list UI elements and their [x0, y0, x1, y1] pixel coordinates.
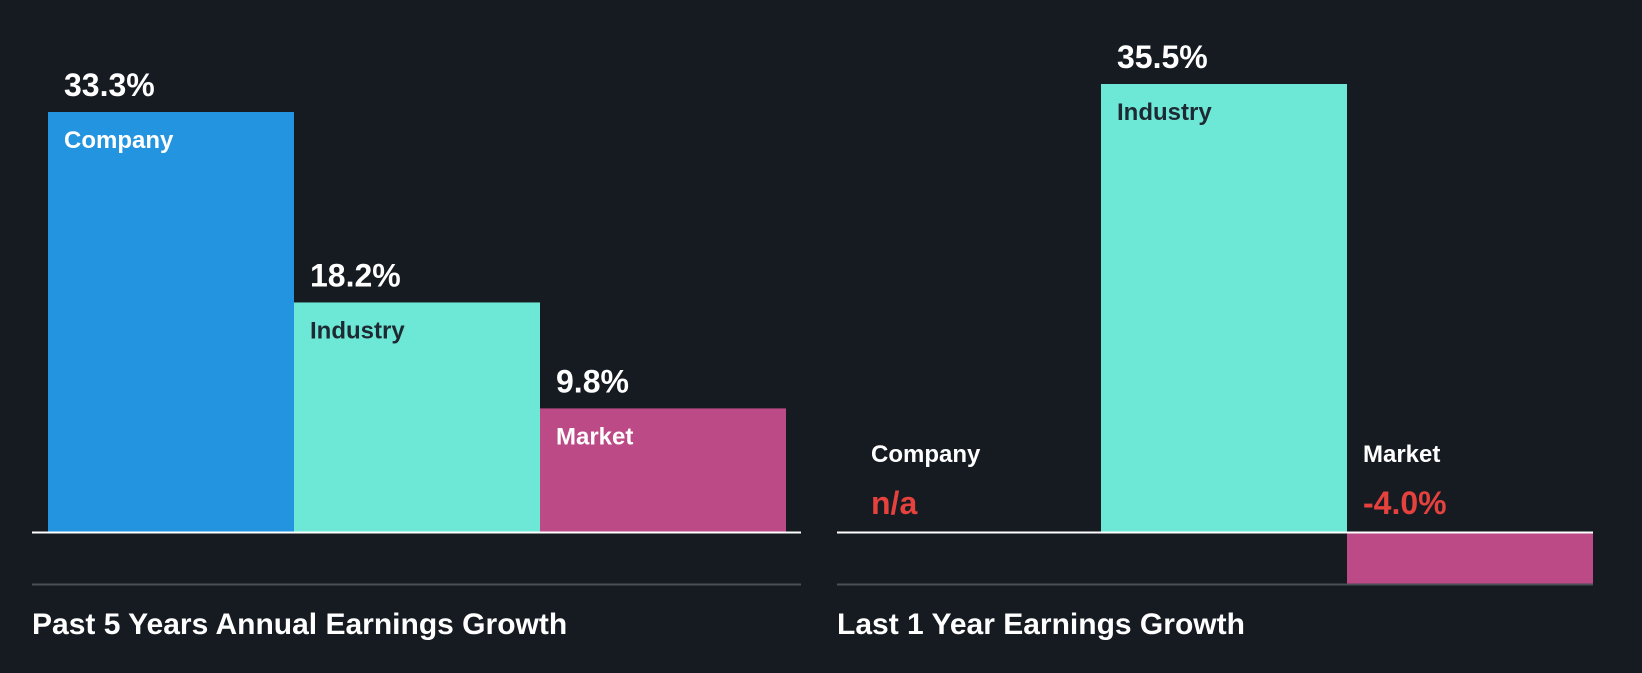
- category-label: Company: [64, 127, 174, 154]
- past-5-years-panel: 33.3% Company 18.2% Industry 9.8% Market: [32, 67, 801, 534]
- bar-market: [540, 408, 786, 532]
- category-label: Market: [1363, 441, 1440, 468]
- value-label: -4.0%: [1363, 485, 1447, 521]
- last-1-year-panel: Company n/a 35.5% Industry Market -4.0%: [837, 39, 1593, 584]
- chart-title: Last 1 Year Earnings Growth: [837, 608, 1245, 641]
- bar-industry: [1101, 84, 1347, 532]
- value-label: 33.3%: [64, 67, 155, 103]
- chart-title: Past 5 Years Annual Earnings Growth: [32, 608, 567, 641]
- value-label: n/a: [871, 485, 917, 521]
- category-label: Industry: [1117, 99, 1212, 126]
- value-label: 9.8%: [556, 363, 629, 399]
- category-label: Company: [871, 441, 981, 468]
- bar-industry: [294, 302, 540, 532]
- category-label: Industry: [310, 317, 405, 344]
- value-label: 18.2%: [310, 257, 401, 293]
- bar-market: [1347, 532, 1593, 584]
- value-label: 35.5%: [1117, 39, 1208, 75]
- category-label: Market: [556, 423, 633, 450]
- bar-company: [48, 112, 294, 532]
